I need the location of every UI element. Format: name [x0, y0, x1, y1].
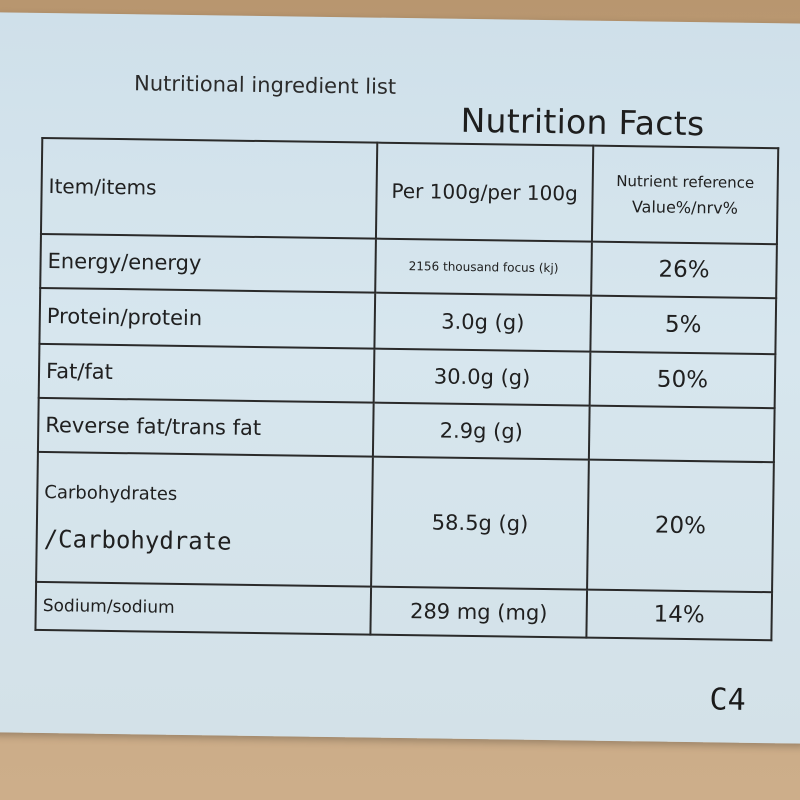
- row-nrv: 20%: [587, 459, 774, 593]
- table-row: Sodium/sodium 289 mg (mg) 14%: [35, 581, 773, 641]
- row-name: Protein/protein: [39, 287, 376, 349]
- row-name-line1: Carbohydrates: [44, 481, 178, 505]
- row-name: Sodium/sodium: [35, 581, 372, 635]
- row-amount: 58.5g (g): [371, 456, 589, 590]
- nutrition-table: Item/items Per 100g/per 100g Nutrient re…: [34, 137, 779, 641]
- table-row: Carbohydrates /Carbohydrate 58.5g (g) 20…: [36, 451, 774, 593]
- row-amount: 289 mg (mg): [370, 586, 588, 638]
- row-name: Carbohydrates /Carbohydrate: [36, 451, 373, 587]
- table-header-row: Item/items Per 100g/per 100g Nutrient re…: [40, 137, 779, 245]
- header-nrv-line1: Nutrient reference: [616, 171, 755, 192]
- row-amount: 3.0g (g): [374, 292, 592, 352]
- row-nrv: 5%: [590, 295, 777, 355]
- label-title: Nutrition Facts: [460, 100, 705, 144]
- nutrition-label-sticker: Nutritional ingredient list Nutrition Fa…: [0, 12, 800, 744]
- header-nrv: Nutrient reference Value%/nrv%: [591, 145, 779, 245]
- row-amount: 2156 thousand focus (kj): [375, 238, 592, 296]
- label-subtitle: Nutritional ingredient list: [133, 71, 397, 99]
- header-item: Item/items: [40, 137, 378, 239]
- row-name: Energy/energy: [40, 233, 377, 293]
- row-nrv: 14%: [586, 589, 773, 641]
- row-name: Fat/fat: [38, 343, 375, 403]
- table-row: Protein/protein 3.0g (g) 5%: [39, 287, 777, 355]
- row-nrv: [588, 405, 775, 463]
- row-nrv: 50%: [589, 351, 776, 409]
- row-name-line2: /Carbohydrate: [43, 524, 232, 556]
- header-per-100g: Per 100g/per 100g: [376, 142, 594, 242]
- header-nrv-line2: Value%/nrv%: [631, 197, 738, 218]
- row-amount: 30.0g (g): [373, 348, 591, 406]
- label-code: C4: [709, 682, 746, 718]
- row-nrv: 26%: [591, 241, 777, 299]
- row-name: Reverse fat/trans fat: [37, 397, 374, 457]
- row-amount: 2.9g (g): [372, 402, 590, 460]
